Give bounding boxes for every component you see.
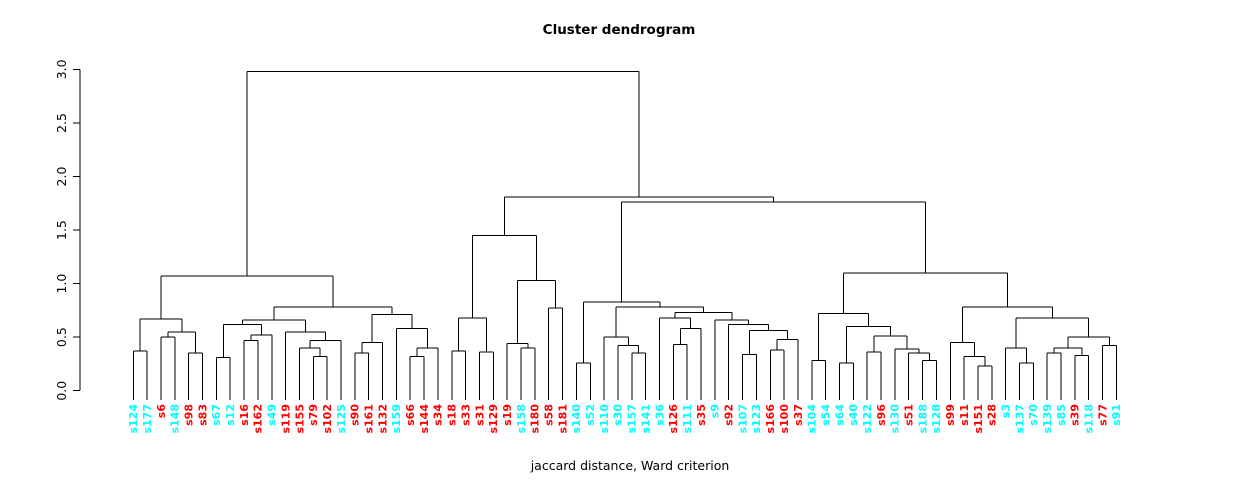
leaf-label: s111 (681, 404, 694, 434)
leaf-label: s162 (252, 404, 265, 434)
leaf-label: s100 (778, 404, 791, 434)
leaf-label: s31 (473, 404, 486, 426)
leaf-label: s122 (861, 404, 874, 434)
leaf-label: s110 (598, 404, 611, 434)
leaf-label: s77 (1096, 404, 1109, 426)
leaf-label: s51 (903, 404, 916, 426)
leaf-label: s90 (349, 404, 362, 426)
leaf-label: s158 (515, 404, 528, 434)
leaf-label: s119 (279, 404, 292, 434)
y-axis-tick-label: 1.0 (54, 274, 69, 294)
leaf-label: s9 (709, 404, 722, 418)
leaf-label: s19 (501, 404, 514, 426)
leaf-label: s37 (792, 404, 805, 426)
leaf-label: s96 (875, 404, 888, 426)
leaf-label: s118 (1083, 404, 1096, 434)
x-axis-label: jaccard distance, Ward criterion (530, 458, 730, 473)
leaf-label: s180 (529, 404, 542, 434)
leaf-label: s104 (806, 404, 819, 434)
chart-title: Cluster dendrogram (542, 22, 696, 38)
leaf-label: s139 (1041, 404, 1054, 434)
leaf-label: s140 (570, 404, 583, 434)
leaf-label: s36 (653, 404, 666, 426)
leaf-label: s39 (1069, 404, 1082, 426)
leaf-label: s16 (238, 404, 251, 426)
leaf-label: s92 (723, 404, 736, 426)
leaf-label: s99 (944, 404, 957, 426)
leaf-label: s52 (584, 404, 597, 426)
leaf-label: s79 (307, 404, 320, 426)
leaf-label: s35 (695, 404, 708, 426)
leaf-label: s161 (362, 404, 375, 434)
leaf-label: s83 (196, 404, 209, 426)
y-axis-tick-label: 2.5 (54, 113, 69, 133)
leaf-label: s66 (404, 404, 417, 426)
leaf-label: s54 (819, 404, 832, 426)
leaf-label: s124 (127, 404, 140, 434)
leaf-label: s33 (459, 404, 472, 426)
leaf-label: s70 (1027, 404, 1040, 426)
y-axis-tick-label: 2.0 (54, 167, 69, 187)
leaf-label: s12 (224, 404, 237, 426)
leaf-label: s18 (446, 404, 459, 426)
leaf-label: s125 (335, 404, 348, 434)
leaf-label: s155 (293, 404, 306, 434)
leaf-label: s132 (376, 404, 389, 434)
y-axis-tick-label: 1.5 (54, 220, 69, 240)
leaf-label: s188 (916, 404, 929, 434)
leaf-label: s67 (210, 404, 223, 426)
leaf-label: s102 (321, 404, 334, 434)
leaf-label: s34 (432, 404, 445, 426)
leaf-label: s107 (736, 404, 749, 434)
leaf-label: s3 (999, 404, 1012, 418)
leaf-label: s148 (169, 404, 182, 434)
leaf-label: s126 (667, 404, 680, 434)
leaf-label: s151 (972, 404, 985, 434)
leaf-label: s30 (612, 404, 625, 426)
leaf-label: s177 (141, 404, 154, 434)
leaf-label: s28 (986, 404, 999, 426)
leaf-label: s128 (930, 404, 943, 434)
leaf-label: s129 (487, 404, 500, 434)
leaf-label: s137 (1013, 404, 1026, 434)
leaf-label: s6 (155, 404, 168, 419)
leaf-label: s157 (626, 404, 639, 434)
leaf-label: s181 (556, 404, 569, 434)
leaf-label: s11 (958, 404, 971, 426)
y-axis-tick-label: 0.5 (54, 327, 69, 347)
leaf-label: s159 (390, 404, 403, 434)
y-axis-tick-label: 3.0 (54, 59, 69, 79)
leaf-label: s49 (266, 404, 279, 426)
leaf-label: s40 (847, 404, 860, 426)
leaf-label: s85 (1055, 404, 1068, 426)
leaf-label: s141 (639, 404, 652, 434)
leaf-label: s123 (750, 404, 763, 434)
leaf-label: s144 (418, 404, 431, 434)
leaf-label: s130 (889, 404, 902, 434)
leaf-label: s64 (833, 404, 846, 426)
leaf-label: s58 (543, 404, 556, 426)
y-axis-tick-label: 0.0 (54, 381, 69, 401)
leaf-label: s98 (182, 404, 195, 426)
leaf-label: s166 (764, 404, 777, 434)
leaf-label: s91 (1110, 404, 1123, 426)
